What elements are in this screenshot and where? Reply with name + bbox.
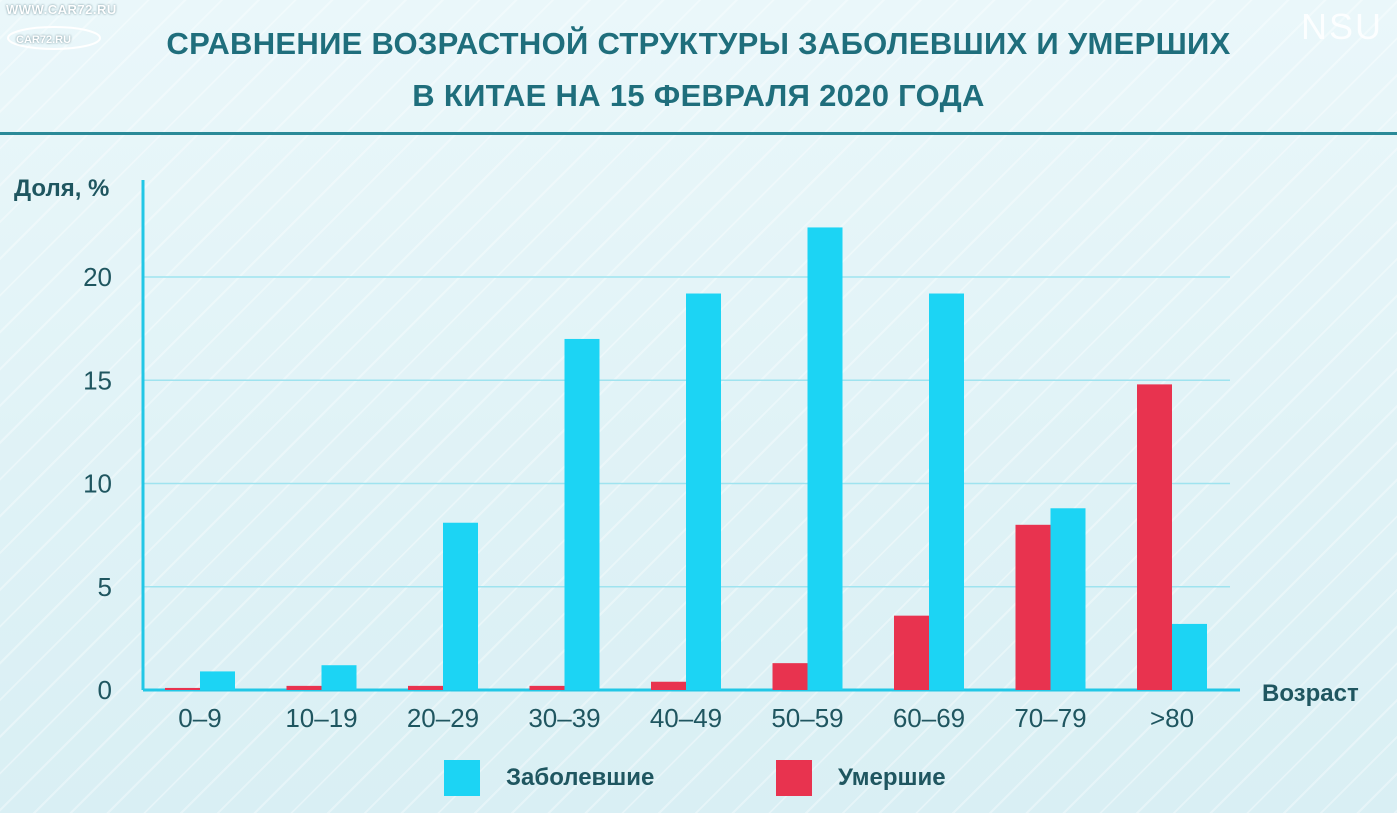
- bar-infected-7: [1050, 508, 1086, 690]
- bar-deceased-1: [286, 685, 322, 690]
- x-tick-label-2: 20–29: [407, 703, 479, 733]
- bar-infected-2: [443, 522, 478, 690]
- x-tick-label-7: 70–79: [1014, 703, 1086, 733]
- y-tick-label-20: 20: [83, 262, 112, 292]
- legend-label-infected: Заболевшие: [506, 764, 655, 791]
- bar-deceased-6: [894, 615, 929, 690]
- y-tick-label-5: 5: [98, 572, 112, 602]
- x-tick-label-0: 0–9: [178, 703, 221, 733]
- x-tick-label-5: 50–59: [771, 703, 843, 733]
- x-tick-label-8: >80: [1150, 703, 1194, 733]
- legend-item-infected: Заболевшие: [444, 758, 654, 798]
- x-tick-label-6: 60–69: [893, 703, 965, 733]
- chart-title-line-2: В КИТАЕ НА 15 ФЕВРАЛЯ 2020 ГОДА: [412, 78, 985, 113]
- y-tick-label-15: 15: [83, 365, 112, 395]
- bar-deceased-8: [1137, 384, 1172, 690]
- bar-deceased-3: [529, 685, 565, 690]
- bar-infected-1: [321, 665, 357, 690]
- legend-item-deceased: Умершие: [776, 758, 946, 798]
- title-divider: [0, 132, 1397, 135]
- bar-deceased-4: [651, 681, 686, 690]
- x-tick-label-3: 30–39: [528, 703, 600, 733]
- bar-infected-8: [1172, 623, 1207, 690]
- bar-infected-4: [686, 293, 721, 690]
- bar-deceased-5: [772, 663, 808, 690]
- chart-title: СРАВНЕНИЕ ВОЗРАСТНОЙ СТРУКТУРЫ ЗАБОЛЕВШИ…: [0, 18, 1397, 122]
- x-tick-label-1: 10–19: [285, 703, 357, 733]
- watermark-site: WWW.CAR72.RU: [6, 2, 117, 17]
- legend-label-deceased: Умершие: [838, 764, 946, 791]
- x-axis-label: Возраст: [1262, 680, 1359, 707]
- watermark-logo-icon: [7, 26, 101, 50]
- bar-deceased-7: [1015, 524, 1051, 690]
- corner-mark: NSU: [1300, 6, 1383, 47]
- x-tick-label-4: 40–49: [650, 703, 722, 733]
- chart-title-line-1: СРАВНЕНИЕ ВОЗРАСТНОЙ СТРУКТУРЫ ЗАБОЛЕВШИ…: [166, 26, 1231, 61]
- bar-deceased-2: [408, 685, 443, 690]
- legend-swatch-infected: [444, 760, 480, 796]
- bar-infected-0: [200, 671, 235, 690]
- bar-infected-5: [807, 227, 843, 690]
- bar-infected-6: [929, 293, 964, 690]
- y-tick-label-10: 10: [83, 469, 112, 499]
- legend-swatch-deceased: [776, 760, 812, 796]
- y-axis-label: Доля, %: [14, 175, 109, 202]
- y-tick-label-0: 0: [98, 675, 112, 705]
- watermark-logo-text: CAR72.RU: [16, 34, 72, 46]
- bar-deceased-0: [165, 687, 200, 690]
- bar-infected-3: [564, 338, 600, 690]
